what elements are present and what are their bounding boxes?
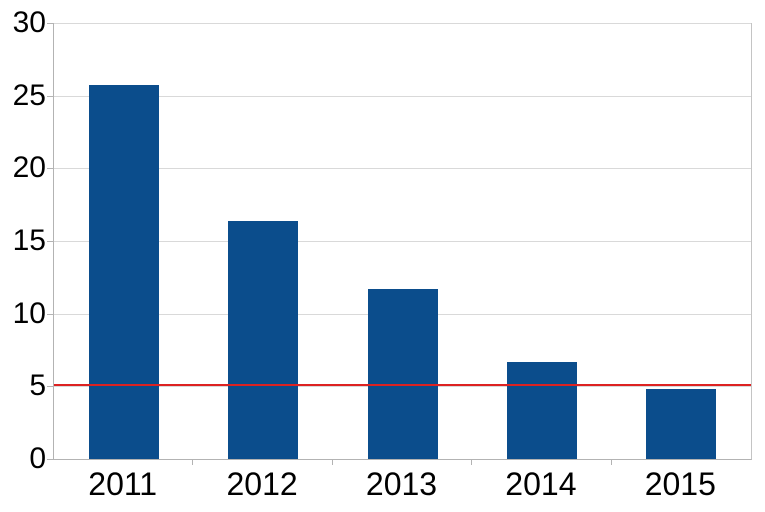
y-axis-tick — [47, 386, 53, 388]
gridline — [54, 241, 751, 242]
x-axis-label: 2015 — [644, 466, 716, 502]
bar — [88, 85, 159, 459]
x-axis-tick — [471, 460, 473, 465]
y-axis-tick — [47, 23, 53, 24]
y-axis-label: 20 — [12, 151, 46, 185]
plot-area — [53, 23, 752, 460]
gridline — [54, 95, 751, 97]
y-axis-label: 10 — [12, 296, 46, 330]
bar — [367, 288, 438, 459]
x-axis-tick — [610, 460, 612, 465]
x-axis-label: 2012 — [226, 466, 298, 502]
y-axis-label: 0 — [29, 442, 46, 475]
reference-line — [54, 383, 751, 386]
x-axis-tick — [192, 460, 194, 465]
bar — [228, 220, 299, 459]
y-axis-label: 15 — [12, 224, 46, 257]
x-axis-label: 2014 — [505, 466, 577, 502]
y-axis-label: 5 — [29, 369, 46, 403]
gridline — [54, 168, 751, 170]
y-axis-tick — [47, 459, 53, 460]
x-axis-tick — [331, 460, 333, 465]
bar — [506, 361, 577, 459]
y-axis-tick — [47, 241, 53, 242]
gridline — [54, 23, 751, 24]
x-axis-label: 2013 — [365, 466, 438, 502]
x-axis-label: 2011 — [88, 466, 158, 502]
y-axis-label: 30 — [12, 6, 46, 39]
y-axis-label: 25 — [12, 78, 46, 112]
y-axis-tick — [47, 95, 53, 97]
y-axis-tick — [47, 313, 53, 315]
y-axis-tick — [47, 168, 53, 170]
bar — [646, 389, 717, 459]
